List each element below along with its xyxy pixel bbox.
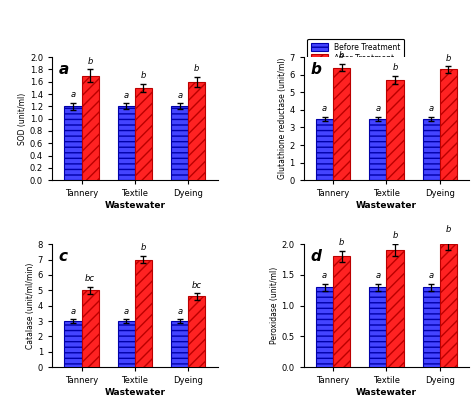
Text: a: a	[71, 90, 75, 99]
Bar	[386, 250, 403, 367]
Text: bc: bc	[192, 281, 202, 290]
Text: a: a	[375, 104, 381, 113]
Bar	[188, 82, 205, 180]
Text: b: b	[310, 62, 321, 77]
Text: a: a	[177, 306, 182, 315]
Bar	[135, 259, 152, 367]
Text: c: c	[59, 249, 68, 264]
Legend: Before Treatment, After Treatment: Before Treatment, After Treatment	[307, 39, 404, 67]
Y-axis label: Peroxidase (unit/ml): Peroxidase (unit/ml)	[270, 267, 279, 344]
Text: a: a	[177, 91, 182, 100]
Bar	[440, 244, 457, 367]
Text: d: d	[310, 249, 321, 264]
Text: a: a	[375, 271, 381, 280]
Text: bc: bc	[85, 274, 95, 283]
Y-axis label: SOD (unit/ml): SOD (unit/ml)	[18, 93, 27, 145]
Bar	[423, 287, 440, 367]
Y-axis label: Catalase (unit/ml/min): Catalase (unit/ml/min)	[26, 262, 35, 349]
Text: a: a	[59, 62, 69, 77]
X-axis label: Wastewater: Wastewater	[356, 388, 417, 397]
Bar	[171, 321, 188, 367]
Bar	[316, 287, 333, 367]
Bar	[135, 88, 152, 180]
Bar	[316, 119, 333, 180]
Bar	[369, 119, 386, 180]
Text: a: a	[71, 306, 75, 315]
Bar	[369, 287, 386, 367]
Text: a: a	[322, 271, 327, 280]
Bar	[333, 257, 350, 367]
Bar	[82, 75, 99, 180]
Bar	[64, 321, 82, 367]
Text: b: b	[392, 63, 398, 72]
Text: a: a	[124, 306, 129, 315]
Y-axis label: Glutathione reductase (unit/ml): Glutathione reductase (unit/ml)	[278, 58, 287, 180]
Text: a: a	[124, 91, 129, 100]
Text: b: b	[392, 231, 398, 240]
Text: b: b	[141, 71, 146, 80]
Text: b: b	[446, 53, 451, 62]
Text: b: b	[339, 238, 344, 247]
Text: a: a	[429, 104, 434, 113]
Bar	[118, 321, 135, 367]
Text: a: a	[429, 271, 434, 280]
X-axis label: Wastewater: Wastewater	[104, 201, 165, 210]
X-axis label: Wastewater: Wastewater	[104, 388, 165, 397]
Text: b: b	[194, 64, 200, 73]
Text: b: b	[446, 225, 451, 234]
X-axis label: Wastewater: Wastewater	[356, 201, 417, 210]
Bar	[386, 80, 403, 180]
Bar	[171, 106, 188, 180]
Bar	[82, 290, 99, 367]
Text: b: b	[141, 244, 146, 253]
Bar	[188, 297, 205, 367]
Bar	[333, 68, 350, 180]
Bar	[423, 119, 440, 180]
Text: a: a	[322, 104, 327, 113]
Bar	[440, 69, 457, 180]
Text: b: b	[87, 57, 93, 66]
Bar	[118, 106, 135, 180]
Text: b: b	[339, 51, 344, 60]
Bar	[64, 106, 82, 180]
